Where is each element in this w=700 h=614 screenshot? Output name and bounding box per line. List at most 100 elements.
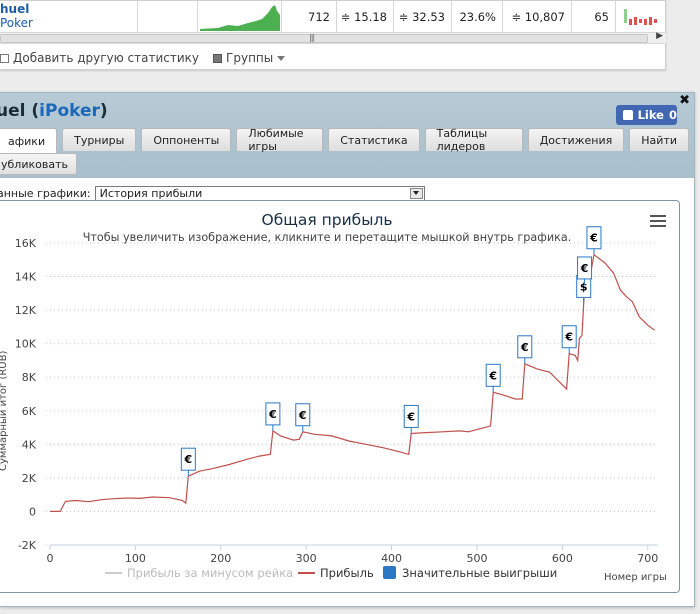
significant-win-flag[interactable]: € [485, 363, 501, 393]
player-cell[interactable]: huel Poker [0, 1, 138, 33]
significant-win-flag[interactable]: € [265, 402, 281, 431]
y-tick-label: 6K [22, 405, 37, 418]
tab-charts[interactable]: афики [0, 128, 58, 153]
panel-header: uel (iPoker) ✖ Like 0 афики Турниры Оппо… [0, 93, 694, 178]
significant-win-flag[interactable]: € [295, 403, 311, 432]
player-site: Poker [0, 16, 33, 30]
y-tick-label: 4K [22, 438, 37, 451]
x-tick-label: 100 [125, 552, 146, 565]
significant-win-flag[interactable]: € [517, 335, 533, 364]
legend-item-wins[interactable]: Значительные выигрыши [402, 566, 557, 580]
tab-achievements[interactable]: Достижения [527, 128, 625, 151]
tab-leaderboards[interactable]: Таблицы лидеров [424, 127, 523, 153]
flag-symbol: € [184, 453, 193, 466]
player-stats-panel: huel Poker 712 ≑ 15.18 ≑ 32.53 23.6% ≑ 1… [0, 0, 666, 70]
significant-wins-flags: € € € € € € € $ € € [180, 226, 602, 477]
profit-chart[interactable]: Общая прибыль Чтобы увеличить изображени… [0, 200, 680, 593]
flag-box [180, 447, 196, 471]
chart-title: Общая прибыль [262, 211, 393, 229]
chart-type-value: История прибыли [99, 186, 203, 200]
scroll-right-icon[interactable]: ▶ [656, 31, 663, 41]
x-tick-label: 400 [381, 552, 402, 565]
tab-tournaments[interactable]: Турниры [62, 128, 137, 151]
stat-profit: ≑ 10,807 [503, 1, 572, 33]
panel-title-name: uel [0, 101, 26, 121]
player-detail-panel: uel (iPoker) ✖ Like 0 афики Турниры Оппо… [0, 92, 695, 607]
x-tick-label: 300 [296, 552, 317, 565]
flag-symbol: € [406, 410, 415, 423]
flag-box [485, 363, 501, 387]
stats-actions: Добавить другую статистику Группы [0, 49, 286, 67]
x-tick-label: 0 [47, 552, 54, 565]
tab-favorite-games[interactable]: Любимые игры [236, 127, 324, 153]
scrollbar-grip-icon: ||| [309, 33, 315, 42]
flag-box [517, 335, 533, 359]
chart-subtitle: Чтобы увеличить изображение, кликните и … [83, 231, 572, 244]
x-tick-label: 500 [466, 552, 487, 565]
hamburger-menu-icon[interactable] [650, 215, 666, 227]
y-tick-label: 2K [22, 472, 37, 485]
mini-results-chart [616, 1, 666, 33]
panel-title-paren-close: ) [99, 101, 108, 121]
flag-box [561, 325, 577, 349]
flag-symbol: € [580, 262, 589, 275]
significant-win-flag[interactable]: € [586, 226, 602, 255]
series-layer [50, 253, 655, 512]
flag-box [403, 404, 419, 428]
mini-profit-graph [200, 4, 280, 31]
add-stat-link[interactable]: Добавить другую статистику [13, 51, 200, 65]
y-tick-label: 0 [29, 505, 36, 518]
tab-find[interactable]: Найти [629, 128, 689, 151]
legend-item-rake[interactable]: Прибыль за минусом рейка [127, 566, 293, 580]
significant-win-flag[interactable]: € [180, 447, 196, 477]
significant-win-flag[interactable]: € [577, 256, 593, 285]
groups-icon [213, 53, 223, 63]
gridlines [46, 242, 658, 546]
y-tick-label: 16K [15, 237, 37, 250]
chart-type-select[interactable]: История прибыли [94, 185, 425, 201]
close-icon[interactable]: ✖ [679, 93, 690, 108]
flag-box [586, 226, 602, 250]
significant-win-flag[interactable]: $ [576, 274, 592, 304]
y-tick-label: 14K [15, 271, 37, 284]
facebook-like-button[interactable]: Like 0 [616, 105, 677, 125]
flag-box [577, 256, 593, 280]
series-line-profit[interactable] [50, 253, 655, 512]
panel-tabs: афики Турниры Оппоненты Любимые игры Ста… [0, 127, 694, 153]
tab-statistics[interactable]: Статистика [328, 128, 420, 151]
y-tick-label: 8K [22, 371, 37, 384]
significant-win-flag[interactable]: € [403, 404, 419, 434]
scrollbar-thumb[interactable]: ||| [0, 33, 648, 43]
thumbs-up-icon [623, 110, 633, 120]
x-tick-label: 700 [637, 552, 658, 565]
stat-roi: 23.6% [452, 1, 503, 33]
panel-title: uel (iPoker) [0, 101, 108, 121]
stat-hands: 712 [282, 1, 337, 33]
x-tick-label: 200 [210, 552, 231, 565]
groups-dropdown[interactable]: Группы [226, 51, 274, 65]
like-count: 0 [668, 108, 677, 122]
panel-title-site[interactable]: iPoker [39, 101, 100, 121]
horizontal-scrollbar[interactable]: ||| ▶ [0, 31, 666, 44]
flag-symbol: € [488, 369, 497, 382]
chevron-down-icon[interactable] [409, 187, 423, 199]
flag-box [295, 403, 311, 427]
y-tick-label: 12K [15, 304, 37, 317]
like-label: Like [637, 108, 664, 122]
chevron-down-icon[interactable] [277, 55, 286, 61]
flag-symbol: € [564, 331, 573, 344]
x-tick-label: 600 [552, 552, 573, 565]
flag-symbol: € [298, 409, 307, 422]
x-axis-ticks: 0 100 200 300 400 500 600 700 [47, 544, 658, 565]
chart-legend: Прибыль за минусом рейка Прибыль Значите… [105, 566, 557, 580]
chart-selector-label: анные графики: [0, 186, 91, 200]
tab-opponents[interactable]: Оппоненты [141, 128, 232, 151]
publish-button[interactable]: убликовать [0, 153, 77, 175]
significant-win-flag[interactable]: € [561, 325, 577, 354]
profit-chart-svg[interactable]: Общая прибыль Чтобы увеличить изображени… [0, 201, 679, 592]
y-tick-label: 10K [15, 338, 37, 351]
player-name[interactable]: huel [0, 2, 30, 16]
y-tick-label: -2K [18, 539, 37, 552]
add-stat-icon [0, 53, 9, 63]
legend-item-profit[interactable]: Прибыль [320, 566, 374, 580]
